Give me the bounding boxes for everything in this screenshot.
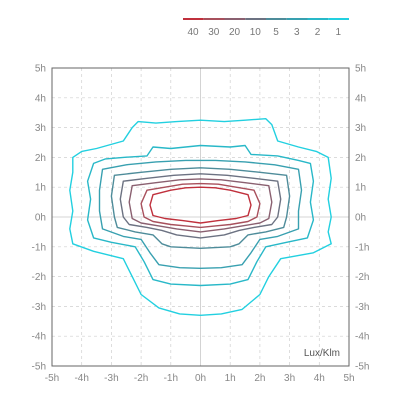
contour-line-30 [140, 182, 261, 229]
y-tick-label-right: -4h [355, 332, 369, 343]
contour-line-5 [110, 167, 291, 250]
y-tick-label-left: -5h [32, 362, 46, 373]
legend-label: 20 [229, 27, 241, 38]
y-tick-label-left: -2h [32, 272, 46, 283]
legend-label: 2 [315, 27, 321, 38]
plot-frame [51, 67, 350, 367]
legend-label: 30 [208, 27, 220, 38]
x-tick-label: -1h [164, 373, 178, 384]
y-tick-label-right: -5h [355, 362, 369, 373]
x-tick-label: -2h [134, 373, 148, 384]
x-tick-label: 3h [284, 373, 295, 384]
contour-line-40 [149, 186, 252, 224]
legend-label: 1 [335, 27, 341, 38]
y-tick-label-left: 3h [35, 123, 46, 134]
legend-label: 40 [187, 27, 199, 38]
y-tick-label-left: 1h [35, 183, 46, 194]
x-tick-label: -3h [104, 373, 118, 384]
legend-label: 5 [273, 27, 279, 38]
legend: 40 30 20 10 5 3 2 1 [183, 18, 349, 38]
legend-label: 10 [250, 27, 262, 38]
y-tick-label-right: -1h [355, 242, 369, 253]
contour-line-10 [119, 173, 282, 239]
unit-label: Lux/Klm [304, 348, 340, 359]
y-tick-label-right: 1h [355, 183, 366, 194]
y-tick-label-right: 0h [355, 213, 366, 224]
x-tick-label: 4h [314, 373, 325, 384]
y-tick-label-right: -3h [355, 302, 369, 313]
y-tick-label-left: -4h [32, 332, 46, 343]
x-tick-label: 2h [254, 373, 265, 384]
axis-ticks: -5h -4h -3h -2h -1h 0h 1h 2h 3h 4h 5h 5h 5h 4h 4h 3h 3h 2… [32, 64, 370, 385]
y-tick-label-left: 0h [35, 213, 46, 224]
x-tick-label: 0h [195, 373, 206, 384]
y-tick-label-right: 2h [355, 153, 366, 164]
y-tick-label-left: 4h [35, 93, 46, 104]
legend-label: 3 [294, 27, 300, 38]
y-tick-label-right: -2h [355, 272, 369, 283]
x-tick-label: 1h [225, 373, 236, 384]
y-tick-label-left: -3h [32, 302, 46, 313]
contour-lines [69, 117, 332, 316]
x-tick-label: 5h [343, 373, 354, 384]
y-tick-label-left: 2h [35, 153, 46, 164]
contour-line-1 [69, 117, 332, 316]
x-tick-label: -5h [45, 373, 59, 384]
y-tick-label-left: -1h [32, 242, 46, 253]
x-tick-label: -4h [74, 373, 88, 384]
y-tick-label-left: 5h [35, 64, 46, 75]
contour-line-3 [98, 159, 303, 269]
y-tick-label-right: 5h [355, 64, 366, 75]
y-tick-label-right: 4h [355, 93, 366, 104]
contour-line-2 [86, 144, 315, 287]
plot-grid [52, 68, 349, 366]
y-tick-label-right: 3h [355, 123, 366, 134]
contour-line-20 [128, 178, 273, 233]
